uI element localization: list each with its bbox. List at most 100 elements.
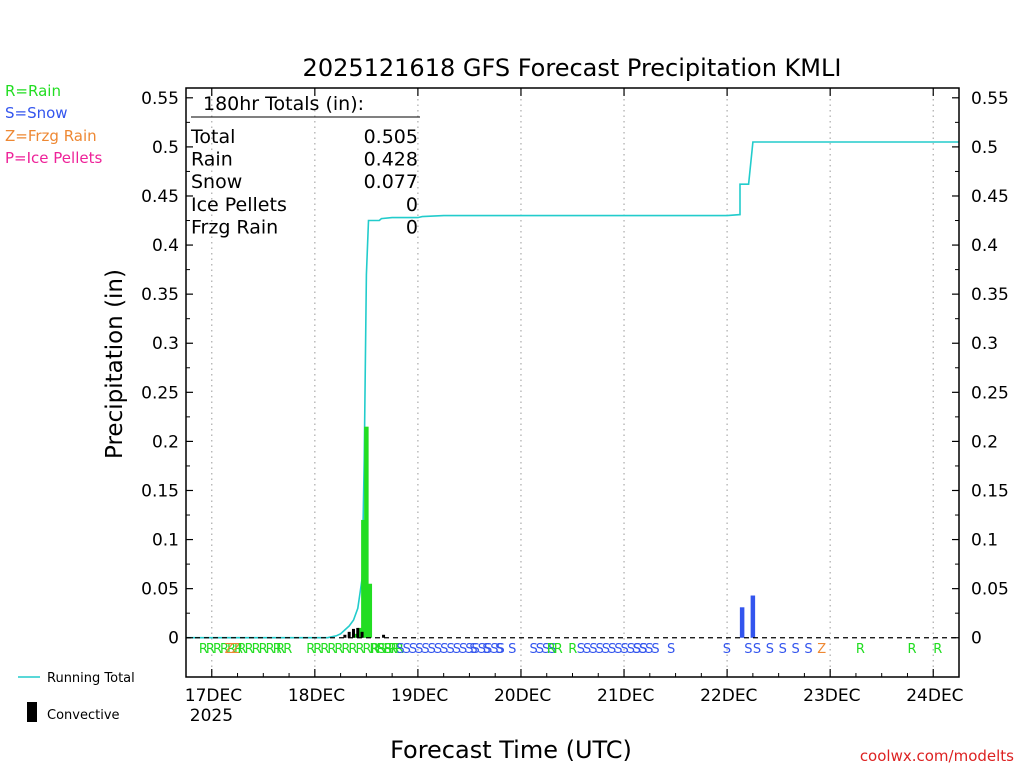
precip-bar [353, 633, 358, 638]
y-tick-label-left: 0.45 [141, 187, 179, 207]
precip-type-marker: SSSSSSSSSSSSSSSSS [396, 642, 504, 657]
totals-label: Rain [191, 149, 233, 171]
convective-bar [360, 631, 364, 638]
y-tick-label-left: 0.35 [141, 285, 179, 305]
totals-label: Frzg Rain [191, 216, 278, 238]
y-tick-label-right: 0.35 [971, 285, 1009, 305]
y-tick-label-right: 0.1 [971, 531, 998, 551]
precip-type-marker: ZZ [225, 642, 241, 657]
precip-type-marker: S [744, 642, 752, 657]
convective-bar [382, 634, 386, 638]
precip-type-marker: S [667, 642, 675, 657]
y-tick-label-right: 0.45 [971, 187, 1009, 207]
precip-type-marker: RR [547, 642, 563, 657]
precip-type-marker: RR [388, 642, 404, 657]
precip-type-marker: RR [276, 642, 292, 657]
precip-type-marker: SSSSSSSSSSS [577, 642, 648, 657]
totals-label: Ice Pellets [191, 194, 287, 216]
y-tick-label-right: 0.25 [971, 383, 1009, 403]
precip-bar [367, 583, 373, 638]
convective-legend-label: Convective [47, 708, 120, 723]
convective-bar [343, 634, 347, 638]
precip-type-marker: RRRRRRRRRRRRR [306, 642, 399, 657]
y-tick-label-left: 0.15 [141, 481, 179, 501]
precip-type-marker: RRRRRR [199, 642, 243, 657]
y-tick-label-left: 0.3 [152, 334, 179, 354]
legend-freezing-rain: Z=Frzg Rain [5, 127, 97, 145]
y-tick-label-left: 0.05 [141, 580, 179, 600]
x-tick-sublabel: 2025 [190, 706, 233, 726]
credit-link[interactable]: coolwx.com/modelts [860, 747, 1014, 765]
x-axis-label: Forecast Time (UTC) [390, 736, 632, 764]
precip-bar [361, 519, 366, 638]
y-tick-label-right: 0.2 [971, 432, 998, 452]
y-tick-label-left: 0.55 [141, 89, 179, 109]
chart-title: 2025121618 GFS Forecast Precipitation KM… [303, 54, 842, 82]
totals-value: 0.428 [364, 149, 418, 171]
x-tick-label: 21DEC [597, 686, 654, 706]
running-total-series [186, 141, 959, 639]
precip-type-marker: S [779, 642, 787, 657]
series-legend: Running Total Convective [18, 671, 135, 723]
precip-type-marker: S [723, 642, 731, 657]
convective-bar [347, 631, 351, 638]
x-tick-label: 22DEC [700, 686, 757, 706]
y-tick-label-right: 0.4 [971, 236, 998, 256]
y-tick-label-left: 0.5 [152, 138, 179, 158]
x-tick-label: 18DEC [288, 686, 345, 706]
legend-rain: R=Rain [5, 82, 61, 100]
precip-type-marker: S [792, 642, 800, 657]
totals-value: 0.077 [364, 171, 418, 193]
y-tick-label-left: 0.25 [141, 383, 179, 403]
precip-type-marker: R [856, 642, 865, 657]
convective-legend-swatch [27, 702, 37, 722]
y-tick-label-right: 0.05 [971, 580, 1009, 600]
precip-type-marker: SSSS [633, 642, 660, 657]
y-tick-label-right: 0.3 [971, 334, 998, 354]
precip-type-marker: S [804, 642, 812, 657]
totals-label: Total [190, 126, 235, 148]
precip-type-marker: SSSS [530, 642, 557, 657]
grid-lines [211, 88, 934, 677]
convective-bar [351, 628, 355, 638]
precip-type-marker: R [568, 642, 577, 657]
totals-heading: 180hr Totals (in): [203, 93, 364, 115]
precip-type-marker: S [469, 642, 477, 657]
precip-bar [364, 426, 369, 638]
precip-type-marker: R [907, 642, 916, 657]
totals-value: 0.505 [364, 126, 418, 148]
running-total-line [186, 141, 959, 639]
x-tick-label: 24DEC [906, 686, 963, 706]
totals-value: 0 [406, 216, 418, 238]
precip-bar [750, 595, 756, 638]
y-tick-label-right: 0.15 [971, 481, 1009, 501]
precip-type-marker: S [508, 642, 516, 657]
precip-type-marker: RSS [371, 642, 392, 657]
y-tick-label-left: 0 [168, 629, 179, 649]
x-tick-label: 17DEC [185, 686, 242, 706]
precipitation-bars [353, 426, 756, 638]
totals-label: Snow [191, 171, 242, 193]
precip-type-marker: S [482, 642, 490, 657]
y-axis-label: Precipitation (in) [102, 269, 128, 459]
precip-type-marker: S [766, 642, 774, 657]
precip-type-marker: Z [817, 642, 826, 657]
y-tick-label-right: 0 [971, 629, 982, 649]
totals-value: 0 [406, 194, 418, 216]
precip-type-marker: S [753, 642, 761, 657]
legend-ice-pellets: P=Ice Pellets [5, 149, 102, 167]
precip-type-marker: RRRRRR [238, 642, 282, 657]
precip-type-legend: R=Rain S=Snow Z=Frzg Rain P=Ice Pellets [5, 82, 102, 167]
convective-bar [356, 627, 360, 638]
precip-bar [357, 627, 363, 638]
precip-type-marker: R [933, 642, 942, 657]
convective-bars [343, 627, 386, 638]
totals-box: 180hr Totals (in): Total 0.505 Rain 0.428 Sn… [190, 93, 420, 238]
y-tick-label-right: 0.55 [971, 89, 1009, 109]
y-tick-label-left: 0.2 [152, 432, 179, 452]
y-axis-ticks: 0 00.05 0.050.1 0.10.15 0.150.2 0.20.25 0.250.… [141, 89, 1009, 649]
precip-type-marker: S [495, 642, 503, 657]
x-tick-label: 23DEC [803, 686, 860, 706]
